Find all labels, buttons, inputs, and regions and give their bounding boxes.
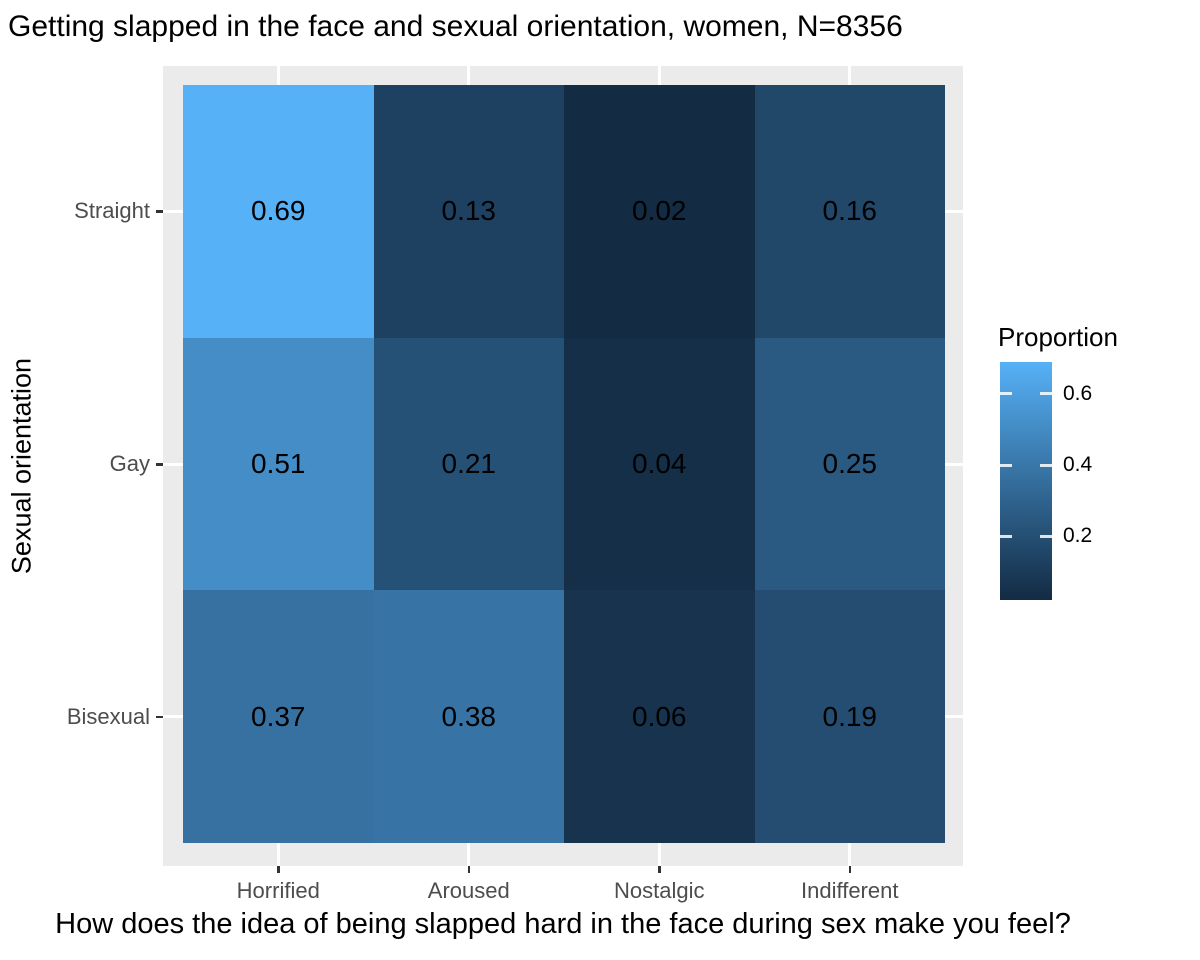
legend-tick-right bbox=[1040, 534, 1052, 538]
heatmap-cell: 0.06 bbox=[564, 590, 755, 843]
x-tick-label: Aroused bbox=[427, 878, 510, 903]
y-tick-label: Bisexual bbox=[66, 703, 150, 729]
legend-tick-left bbox=[1000, 463, 1012, 467]
heatmap-cell: 0.13 bbox=[373, 85, 564, 338]
heatmap-cell: 0.02 bbox=[564, 85, 755, 338]
y-axis-tick bbox=[156, 715, 163, 719]
x-axis-tick bbox=[277, 866, 280, 873]
heatmap-tiles: 0.69 0.13 0.02 0.16 0.51 0.21 0.04 0.25 0.37 0.38… bbox=[183, 85, 945, 843]
x-tick-label: Horrified bbox=[236, 878, 320, 903]
y-tick-label: Gay bbox=[109, 451, 150, 476]
x-tick-label: Nostalgic bbox=[614, 878, 705, 903]
legend-tick-left bbox=[1000, 392, 1012, 396]
y-axis-tick bbox=[156, 210, 163, 213]
heatmap-cell: 0.21 bbox=[373, 337, 564, 591]
plot-panel: 0.69 0.13 0.02 0.16 0.51 0.21 0.04 0.25 0.37 0.38… bbox=[163, 66, 963, 866]
y-axis-tick bbox=[156, 463, 163, 466]
heatmap-cell: 0.04 bbox=[564, 337, 755, 591]
legend-tick-label: 0.4 bbox=[1063, 453, 1093, 476]
legend-title: Proportion bbox=[998, 322, 1118, 352]
x-axis-title: How does the idea of being slapped hard … bbox=[55, 908, 1071, 940]
heatmap-cell: 0.37 bbox=[183, 590, 374, 843]
legend-colorbar bbox=[1000, 362, 1052, 600]
x-axis-tick bbox=[467, 866, 471, 873]
heatmap-cell: 0.38 bbox=[373, 590, 564, 843]
y-tick-label: Straight bbox=[74, 198, 150, 224]
legend-tick-label: 0.2 bbox=[1063, 524, 1093, 548]
legend-tick-right bbox=[1040, 463, 1052, 467]
x-axis-tick bbox=[658, 866, 661, 873]
chart-title: Getting slapped in the face and sexual o… bbox=[8, 10, 903, 43]
heatmap-cell: 0.19 bbox=[754, 590, 945, 843]
heatmap-cell: 0.16 bbox=[754, 85, 945, 338]
legend-tick-right bbox=[1040, 392, 1052, 396]
heatmap-cell: 0.51 bbox=[183, 337, 374, 591]
x-axis-tick bbox=[848, 866, 852, 873]
heatmap-cell: 0.69 bbox=[183, 85, 374, 338]
legend-tick-left bbox=[1000, 534, 1012, 538]
heatmap-cell: 0.25 bbox=[754, 337, 945, 591]
legend-tick-label: 0.6 bbox=[1063, 381, 1093, 405]
x-tick-label: Indifferent bbox=[801, 878, 899, 903]
